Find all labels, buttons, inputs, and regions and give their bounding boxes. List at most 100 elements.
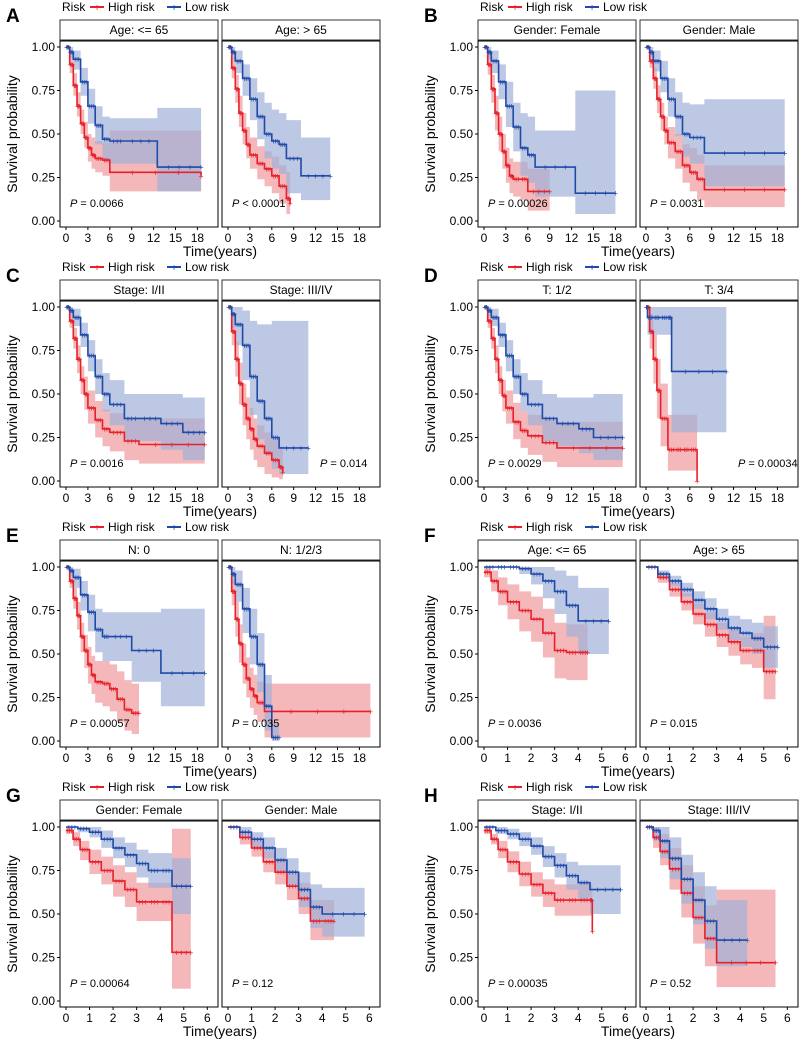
low-risk-censor-mark: + <box>741 629 746 639</box>
high-risk-censor-mark: + <box>584 896 589 906</box>
high-risk-censor-mark: + <box>83 133 88 143</box>
high-risk-censor-mark: + <box>699 913 704 923</box>
high-risk-censor-mark: + <box>69 60 74 70</box>
low-risk-censor-mark: + <box>737 936 742 946</box>
x-tick-label: 0 <box>481 751 488 765</box>
high-risk-censor-mark: + <box>256 159 261 169</box>
x-tick-label: 3 <box>85 491 92 505</box>
panel-border <box>639 560 799 748</box>
low-risk-censor-mark: + <box>253 632 258 642</box>
high-risk-censor-mark: + <box>73 594 78 604</box>
x-tick-label: 18 <box>191 751 205 765</box>
high-risk-censor-mark: + <box>226 303 231 313</box>
low-risk-censor-mark: + <box>620 433 625 443</box>
low-risk-censor-mark: + <box>551 414 556 424</box>
panel-border <box>639 40 799 228</box>
high-risk-censor-mark: + <box>98 416 103 426</box>
low-risk-censor-mark: + <box>69 306 74 316</box>
x-tick-label: 1 <box>504 751 511 765</box>
p-value-symbol: P <box>232 198 240 210</box>
high-risk-censor-mark: + <box>74 835 79 845</box>
y-tick-label: 0.50 <box>32 907 56 921</box>
high-risk-censor-mark: + <box>87 660 92 670</box>
low-risk-censor-mark: + <box>683 367 688 377</box>
high-risk-censor-mark: + <box>102 679 107 689</box>
low-risk-censor-mark: + <box>502 563 507 573</box>
high-risk-censor-mark: + <box>526 606 531 616</box>
high-risk-censor-mark: + <box>251 150 256 160</box>
high-risk-censor-mark: + <box>89 403 94 413</box>
legend-low-marker: + <box>589 3 595 14</box>
low-risk-censor-mark: + <box>96 372 101 382</box>
high-risk-censor-mark: + <box>674 147 679 157</box>
low-risk-ci-band <box>66 47 202 192</box>
high-risk-censor-mark: + <box>231 587 236 597</box>
p-value-number: = 0.52 <box>657 978 691 990</box>
high-risk-censor-mark: + <box>248 424 253 434</box>
low-risk-censor-mark: + <box>258 835 263 845</box>
x-tick-label: 15 <box>749 491 763 505</box>
low-risk-censor-mark: + <box>484 43 489 53</box>
low-risk-censor-mark: + <box>96 828 101 838</box>
high-risk-censor-mark: + <box>662 414 667 424</box>
low-risk-censor-mark: + <box>676 112 681 122</box>
low-risk-censor-mark: + <box>89 351 94 361</box>
high-risk-censor-mark: + <box>118 695 123 705</box>
y-tick-label: 0.25 <box>450 951 474 965</box>
low-risk-censor-mark: + <box>66 823 71 833</box>
x-tick-label: 6 <box>268 491 275 505</box>
high-risk-censor-mark: + <box>652 833 657 843</box>
legend-high-label: High risk <box>526 0 574 14</box>
high-risk-censor-mark: + <box>91 670 96 680</box>
high-risk-censor-mark: + <box>652 74 657 84</box>
low-risk-censor-mark: + <box>758 634 763 644</box>
low-risk-censor-mark: + <box>662 313 667 323</box>
high-risk-censor-mark: + <box>501 391 506 401</box>
low-risk-censor-mark: + <box>565 419 570 429</box>
x-axis-label: Time(years) <box>601 763 675 779</box>
y-tick-label: 1.00 <box>32 40 56 54</box>
low-risk-censor-mark: + <box>129 414 134 424</box>
high-risk-censor-mark: + <box>511 857 516 867</box>
low-risk-censor-mark: + <box>558 587 563 597</box>
p-value-text: P = 0.52 <box>650 978 691 990</box>
x-tick-label: 0 <box>63 231 70 245</box>
low-risk-censor-mark: + <box>591 616 596 626</box>
facet-strip <box>59 279 219 301</box>
low-risk-censor-mark: + <box>652 313 657 323</box>
low-risk-censor-mark: + <box>722 149 727 159</box>
high-risk-censor-mark: + <box>70 576 75 586</box>
high-risk-censor-mark: + <box>494 835 499 845</box>
high-risk-censor-mark: + <box>256 442 261 452</box>
y-tick-label: 1.00 <box>450 560 474 574</box>
x-axis-label: Time(years) <box>183 1023 257 1039</box>
high-risk-censor-mark: + <box>501 147 506 157</box>
high-risk-censor-mark: + <box>547 187 552 197</box>
low-risk-censor-mark: + <box>230 309 235 319</box>
legend-low-label: Low risk <box>603 260 648 274</box>
high-risk-censor-mark: + <box>509 171 514 181</box>
high-risk-censor-mark: + <box>699 609 704 619</box>
high-risk-censor-mark: + <box>483 303 488 313</box>
x-tick-label: 15 <box>587 231 601 245</box>
high-risk-censor-mark: + <box>245 414 250 424</box>
panel-border <box>477 40 637 228</box>
high-risk-censor-mark: + <box>64 563 69 573</box>
low-risk-censor-mark: + <box>94 121 99 131</box>
x-tick-label: 18 <box>191 491 205 505</box>
low-risk-censor-mark: + <box>84 824 89 834</box>
high-risk-censor-mark: + <box>231 823 236 833</box>
y-axis-label: Survival probability <box>422 595 438 713</box>
high-risk-censor-mark: + <box>227 303 232 313</box>
facet-strip-label: Stage: I/II <box>113 283 164 297</box>
high-risk-censor-mark: + <box>498 845 503 855</box>
low-risk-censor-mark: + <box>282 140 287 150</box>
high-risk-censor-mark: + <box>75 611 80 621</box>
low-risk-censor-mark: + <box>118 400 123 410</box>
high-risk-censor-mark: + <box>644 43 649 53</box>
low-risk-censor-mark: + <box>752 634 757 644</box>
high-risk-censor-mark: + <box>68 576 73 586</box>
low-risk-censor-mark: + <box>603 885 608 895</box>
low-risk-censor-mark: + <box>65 303 70 313</box>
high-risk-censor-mark: + <box>266 164 271 174</box>
